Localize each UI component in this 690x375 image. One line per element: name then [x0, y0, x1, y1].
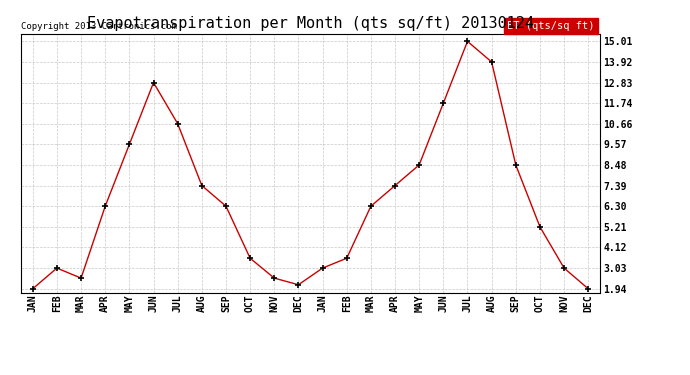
Title: Evapotranspiration per Month (qts sq/ft) 20130124: Evapotranspiration per Month (qts sq/ft)…	[87, 16, 534, 31]
Text: ET (qts/sq ft): ET (qts/sq ft)	[507, 21, 595, 31]
Text: Copyright 2013 Cartronics.com: Copyright 2013 Cartronics.com	[21, 22, 177, 31]
